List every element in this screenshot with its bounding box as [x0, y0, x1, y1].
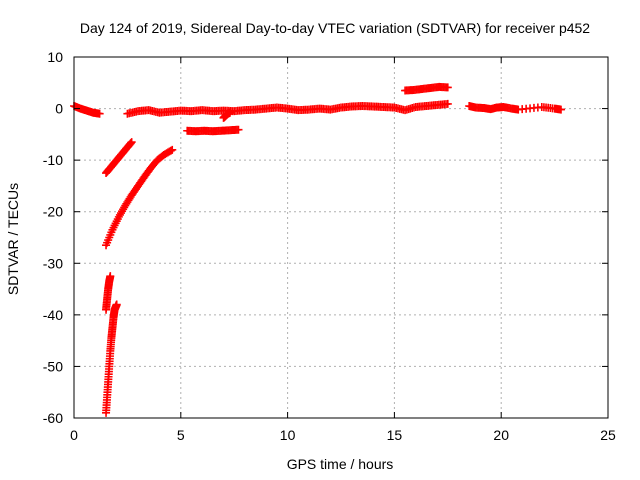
plot-frame [73, 56, 609, 419]
y-tick-label: -20 [43, 204, 63, 220]
data-series [219, 108, 234, 122]
data-series [123, 99, 452, 118]
data-point [106, 272, 115, 281]
x-tick-label: 10 [280, 427, 296, 443]
x-tick-label: 0 [70, 427, 78, 443]
data-point [112, 300, 121, 309]
x-tick-label: 25 [600, 427, 616, 443]
data-series [183, 125, 243, 136]
x-tick-label: 20 [493, 427, 509, 443]
data-point [225, 108, 234, 117]
data-point [166, 146, 175, 155]
y-tick-label: -40 [43, 307, 63, 323]
y-tick-label: 10 [47, 49, 63, 65]
data-point [168, 145, 177, 154]
data-points [70, 82, 566, 417]
data-series [70, 101, 104, 118]
data-series [102, 272, 115, 314]
data-point [557, 105, 566, 114]
y-tick-label: 0 [55, 101, 63, 117]
data-series [401, 82, 452, 95]
axes: 0 5 10 15 20 25 10 0 -10 -20 -30 -40 -50 -60 [43, 49, 616, 443]
x-tick-label: 15 [387, 427, 403, 443]
y-tick-label: -60 [43, 410, 63, 426]
data-series [465, 101, 566, 114]
y-tick-label: -30 [43, 255, 63, 271]
x-axis-label: GPS time / hours [287, 456, 394, 472]
data-series [102, 300, 121, 417]
data-point [443, 83, 452, 92]
y-tick-label: -50 [43, 358, 63, 374]
data-series [102, 145, 177, 250]
data-point [234, 125, 243, 134]
data-series [102, 138, 136, 178]
chart-title: Day 124 of 2019, Sidereal Day-to-day VTE… [80, 20, 590, 36]
y-tick-label: -10 [43, 152, 63, 168]
y-axis-label: SDTVAR / TECUs [5, 183, 21, 295]
data-point [127, 138, 136, 147]
data-point [443, 99, 452, 108]
data-point [95, 109, 104, 118]
x-tick-label: 5 [177, 427, 185, 443]
